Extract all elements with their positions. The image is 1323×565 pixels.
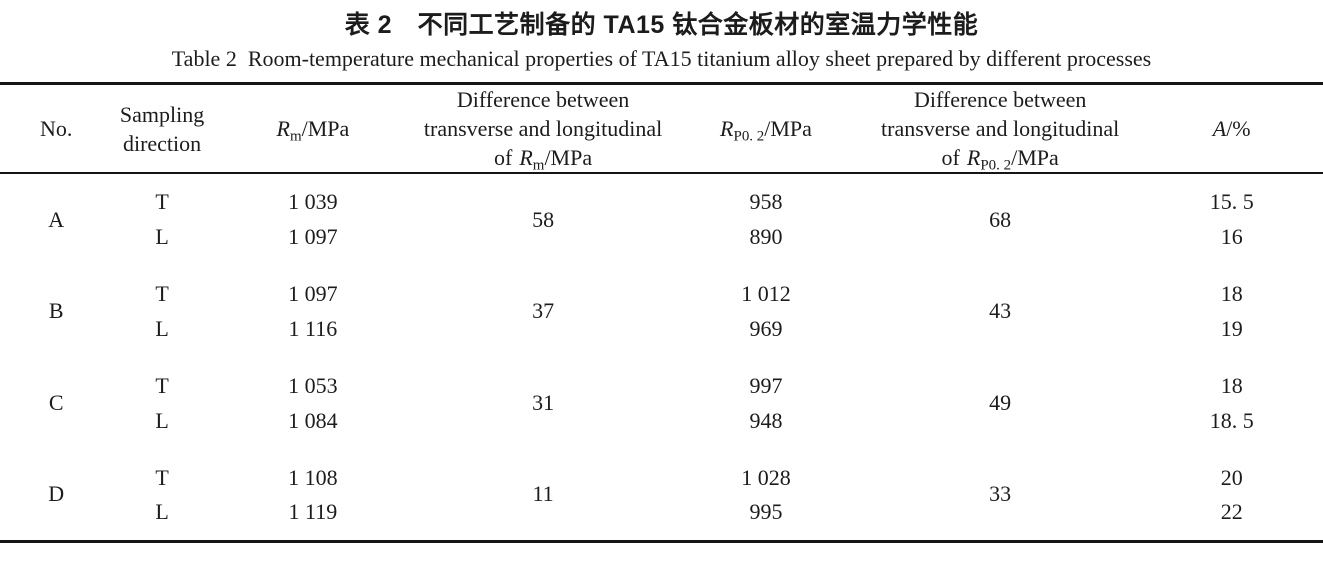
header-line: transverse and longitudinal [881, 116, 1120, 141]
cell-elongation: 18 [1220, 372, 1243, 398]
cell-rm: 1 119 [288, 498, 338, 524]
table-row: L 1 119 995 22 [0, 495, 1323, 541]
cell-diff-rp02: 49 [989, 390, 1012, 415]
subscript-rp02: P0. 2 [733, 128, 765, 145]
symbol-a: A [1212, 116, 1227, 141]
cell-rm: 1 097 [288, 280, 338, 306]
cell-rm: 1 053 [288, 372, 338, 398]
cell-elongation: 20 [1220, 464, 1243, 490]
subscript-rm: m [289, 128, 302, 145]
unit-rm: /MPa [544, 145, 593, 170]
cell-rm: 1 116 [288, 315, 338, 341]
subscript-rm: m [532, 157, 545, 174]
cell-rp02: 1 012 [741, 280, 791, 306]
symbol-rp02: R [966, 145, 981, 170]
table-title-chinese: 表 2 不同工艺制备的 TA15 钛合金板材的室温力学性能 [344, 11, 979, 39]
header-line: Difference between [913, 87, 1087, 112]
cell-rp02: 948 [749, 407, 783, 433]
of-label: of [494, 145, 513, 170]
cell-diff-rm: 31 [532, 390, 555, 415]
cell-direction: T [155, 280, 169, 306]
table-title-english: Table 2 Room-temperature mechanical prop… [171, 46, 1152, 71]
cell-direction: T [155, 189, 169, 214]
of-label: of [941, 145, 960, 170]
paper-page: 表 2 不同工艺制备的 TA15 钛合金板材的室温力学性能 Table 2 Ro… [0, 8, 1323, 565]
cell-elongation: 19 [1220, 315, 1243, 341]
header-line: of RP0. 2/MPa [860, 143, 1140, 174]
unit-rp02: /MPa [764, 116, 812, 141]
column-header-rm: Rm/MPa [211, 83, 415, 174]
header-line: Sampling [119, 101, 205, 127]
cell-rm: 1 039 [288, 189, 338, 214]
table-row: L 1 084 948 18. 5 [0, 403, 1323, 449]
column-header-diff-rp02: Difference between transverse and longit… [859, 83, 1141, 174]
cell-rp02: 958 [749, 189, 783, 214]
table-row: L 1 116 969 19 [0, 311, 1323, 357]
table-row: A T 1 039 58 958 68 15. 5 [0, 173, 1323, 232]
unit-rp02: /MPa [1011, 145, 1059, 170]
cell-rp02: 1 028 [741, 464, 791, 490]
cell-rp02: 997 [749, 372, 783, 398]
header-line: of Rm/MPa [414, 143, 672, 174]
cell-rp02: 969 [749, 315, 783, 341]
cell-direction: T [155, 464, 169, 490]
cell-elongation: 16 [1220, 223, 1243, 249]
cell-direction: L [155, 498, 169, 524]
subscript-rp02: P0. 2 [980, 157, 1012, 174]
cell-diff-rp02: 68 [989, 206, 1012, 232]
cell-diff-rm: 37 [532, 298, 555, 323]
cell-no: D [48, 481, 65, 507]
cell-rp02: 890 [749, 223, 783, 249]
cell-elongation: 22 [1220, 498, 1243, 524]
table-row: B T 1 097 37 1 012 43 18 [0, 265, 1323, 324]
column-header-no: No. [0, 83, 113, 174]
header-row: No. Sampling direction Rm/MPa Difference… [0, 83, 1323, 174]
cell-elongation: 15. 5 [1209, 189, 1254, 214]
cell-direction: L [155, 223, 169, 249]
cell-diff-rm: 58 [532, 206, 555, 232]
cell-elongation: 18. 5 [1209, 407, 1254, 433]
header-line: direction [122, 130, 202, 156]
properties-table: No. Sampling direction Rm/MPa Difference… [0, 82, 1323, 543]
cell-direction: L [155, 315, 169, 341]
table-row: L 1 097 890 16 [0, 219, 1323, 265]
column-header-rp02: RP0. 2/MPa [672, 83, 860, 174]
column-header-diff-rm: Difference between transverse and longit… [414, 83, 673, 174]
cell-rm: 1 108 [288, 464, 338, 490]
header-line: Difference between [456, 87, 630, 112]
table-row: C T 1 053 31 997 49 18 [0, 357, 1323, 416]
table-row: D T 1 108 11 1 028 33 20 [0, 449, 1323, 507]
cell-rm: 1 084 [288, 407, 338, 433]
symbol-rm: R [276, 116, 290, 141]
symbol-rm: R [519, 145, 533, 170]
cell-direction: L [155, 407, 169, 433]
symbol-rp02: R [720, 116, 734, 141]
unit-a: /% [1226, 116, 1251, 141]
header-line: transverse and longitudinal [423, 116, 663, 141]
cell-diff-rp02: 43 [989, 298, 1012, 323]
cell-direction: T [155, 372, 169, 398]
cell-diff-rp02: 33 [989, 481, 1012, 507]
cell-no: A [48, 206, 65, 232]
cell-rm: 1 097 [288, 223, 338, 249]
cell-no: C [48, 390, 64, 415]
unit-rm: /MPa [301, 116, 350, 141]
cell-no: B [48, 298, 64, 323]
cell-elongation: 18 [1220, 280, 1243, 306]
cell-rp02: 995 [749, 498, 783, 524]
column-header-sampling-direction: Sampling direction [112, 83, 212, 174]
cell-diff-rm: 11 [532, 481, 554, 507]
column-header-elongation: A/% [1140, 83, 1323, 174]
